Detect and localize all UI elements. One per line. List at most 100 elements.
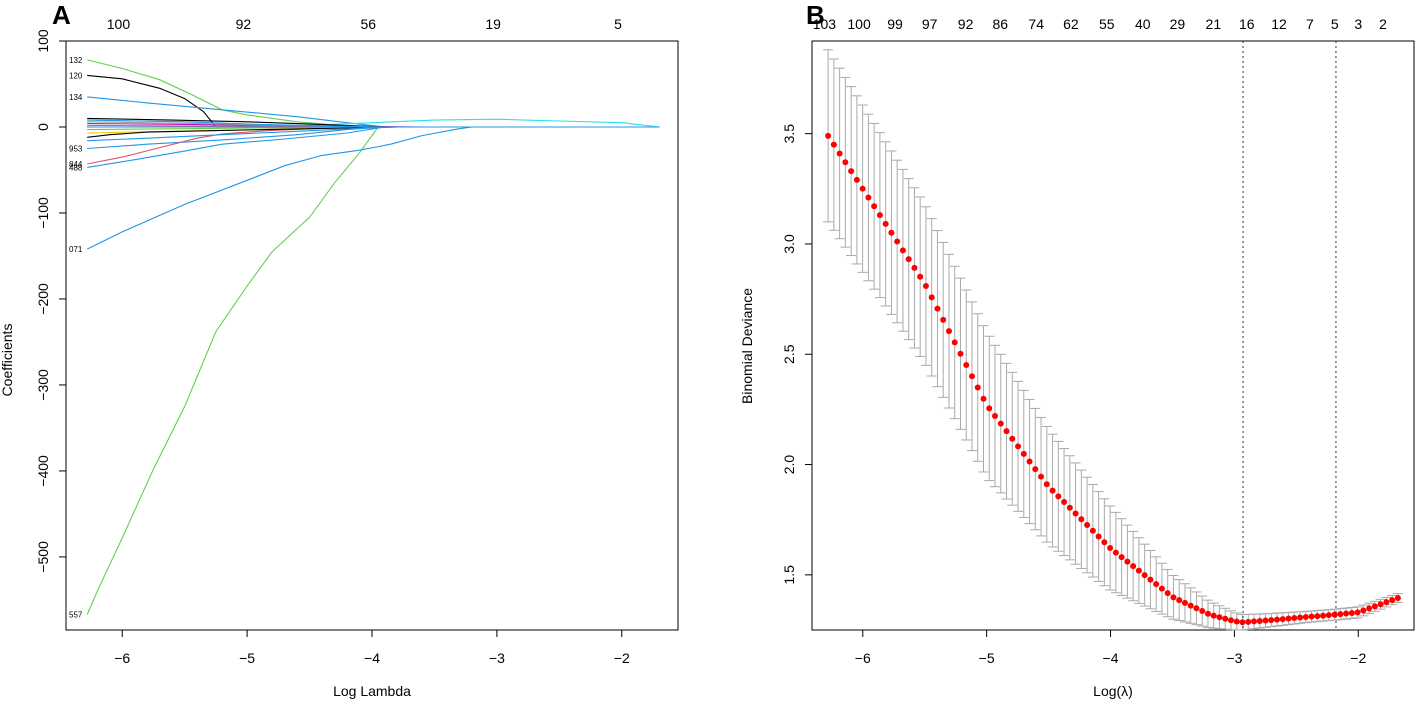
cv-point [1366,605,1373,612]
panel-b-top-label: 103 [813,16,837,32]
coef-end-label: 953 [69,144,83,153]
cv-point [1383,599,1390,606]
cv-point [1268,617,1275,624]
cv-point [1377,601,1384,608]
panel-b-top-label: 100 [847,16,871,32]
cv-point [1320,612,1327,619]
coef-end-label: 844 [69,160,83,169]
cv-point [957,350,964,357]
cv-point [1193,605,1200,612]
cv-point [992,413,999,420]
cv-point [1015,443,1022,450]
cv-point [1331,611,1338,618]
panel-a-top-label: 56 [360,16,376,32]
cv-point [1009,435,1016,442]
cv-point [1061,499,1068,506]
coef-end-label: 071 [69,245,83,254]
panel-a-y-tick-label: −300 [35,369,51,401]
cv-point [986,405,993,412]
cv-point [1199,608,1206,615]
cv-point [1389,597,1396,604]
cv-point [1181,599,1188,606]
coef-end-label: 134 [69,93,83,102]
cv-point [1153,581,1160,588]
coef-end-label: 120 [69,71,83,80]
panel-a-top-label: 5 [614,16,622,32]
cv-point [836,150,843,157]
cv-point [848,168,855,175]
coef-end-label: 488 [69,163,83,172]
coef-end-label: 132 [69,56,83,65]
panel-a-top-label: 19 [485,16,501,32]
cv-point [1141,572,1148,579]
cv-point [1020,450,1027,457]
cv-point [1216,614,1223,621]
cv-points [825,132,1401,626]
panel-a-x-tick-label: −2 [614,650,630,666]
panel-b-plot-frame [811,40,1415,631]
panel-a-x-tick-label: −4 [364,650,380,666]
cv-point [917,273,924,280]
panel-b-x-tick-label: −2 [1350,650,1366,666]
cv-point [1176,597,1183,604]
cv-point [1095,533,1102,540]
panel-b-top-label: 3 [1354,16,1362,32]
panel-a-y-tick-label: −500 [35,541,51,573]
cv-point [997,420,1004,427]
cv-point [951,339,958,346]
cv-point [922,283,929,290]
cv-point [1055,493,1062,500]
panel-b-top-label: 62 [1063,16,1079,32]
panel-a-x-tick-label: −5 [239,650,255,666]
panel-b-top-label: 92 [958,16,974,32]
panel-a-x-tick-label: −6 [114,650,130,666]
panel-b-top-label: 16 [1239,16,1255,32]
cv-point [1170,594,1177,601]
panel-b-top-label: 74 [1028,16,1044,32]
cv-point [1112,549,1119,556]
cv-point [945,328,952,335]
cv-point [1274,616,1281,623]
panel-b-y-tick-label: 1.5 [781,565,797,585]
cv-point [1210,612,1217,619]
cv-point [830,141,837,148]
cv-point [899,247,906,254]
coef-path-557 [86,126,660,615]
panel-a-y-tick-label: 100 [35,29,51,53]
cv-point [1072,510,1079,517]
cv-point [1256,617,1263,624]
panel-b-top-label: 86 [992,16,1008,32]
cv-point [871,203,878,210]
panel-b-top-label: 99 [887,16,903,32]
cv-point [1038,473,1045,480]
panel-a-x-tick-label: −3 [489,650,505,666]
cv-point [1101,539,1108,546]
panel-b-ylabel: Binomial Deviance [739,288,755,404]
cv-point [1204,610,1211,617]
cv-point [1130,563,1137,570]
cv-point [1394,595,1401,602]
panel-b-x-tick-label: −4 [1103,650,1119,666]
cv-point [1043,481,1050,488]
panel-a-y-tick-label: −100 [35,197,51,229]
cv-point [1348,609,1355,616]
cv-point [980,395,987,402]
cv-point [1325,612,1332,619]
panel-a-y-tick-label: 0 [35,123,51,131]
cv-point [1343,610,1350,617]
panel-b-chart: Log(λ) Binomial Deviance −6 −5 −4 −3 −2 1.5 2.… [739,16,1415,699]
panel-b-x-tick-label: −5 [979,650,995,666]
cv-point [1164,590,1171,597]
panel-a-y-tick-label: −200 [35,283,51,315]
cv-point [1066,504,1073,511]
panel-b-y-tick-label: 3.0 [781,234,797,254]
cv-point [1158,585,1165,592]
cv-point [1107,544,1114,551]
errorbars [823,49,1403,631]
cv-point [1089,527,1096,534]
panel-b-y-tick-label: 2.0 [781,455,797,475]
cv-point [876,212,883,219]
cv-point [1187,602,1194,609]
cv-point [842,159,849,166]
panel-b-top-label: 40 [1135,16,1151,32]
